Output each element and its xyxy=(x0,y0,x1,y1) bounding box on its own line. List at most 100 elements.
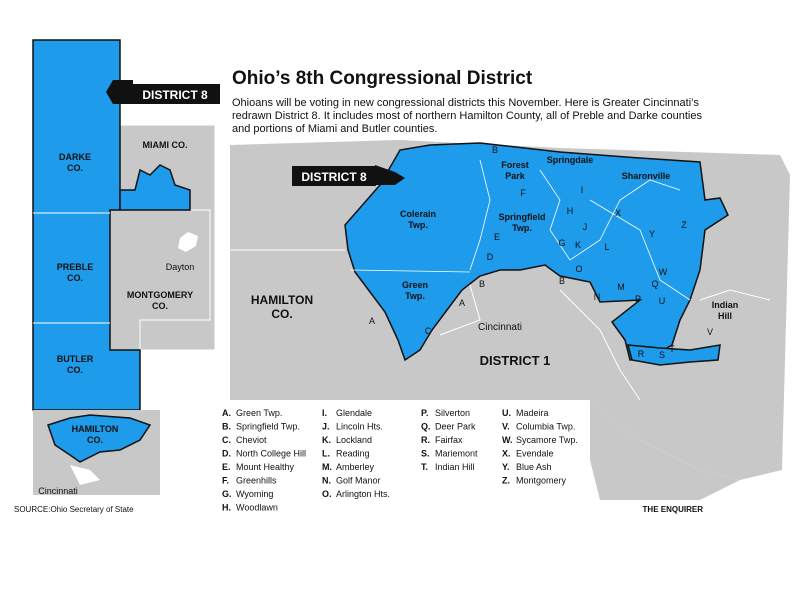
map-letter: A xyxy=(369,316,375,326)
legend-key: V. xyxy=(502,422,510,432)
map-letter: A xyxy=(459,298,465,308)
legend-name: Montgomery xyxy=(516,476,567,486)
legend-name: Green Twp. xyxy=(236,408,282,418)
map-letter: S xyxy=(659,350,665,360)
map-letter: I xyxy=(581,185,584,195)
map-letter: C xyxy=(425,326,432,336)
map-letter: X xyxy=(615,208,621,218)
legend-key: Q. xyxy=(421,422,431,432)
legend-name: Silverton xyxy=(435,408,470,418)
legend-key: Y. xyxy=(502,462,510,472)
town-label: Springdale xyxy=(547,155,594,165)
legend-name: Arlington Hts. xyxy=(336,489,390,499)
legend-key: W. xyxy=(502,435,513,445)
boundary xyxy=(539,169,681,261)
district8-hamilton xyxy=(47,414,152,463)
map-letter: T xyxy=(669,344,675,354)
map-letter: O xyxy=(575,264,582,274)
legend-key: I. xyxy=(322,408,327,418)
legend-name: Glendale xyxy=(336,408,372,418)
county-label: CO. xyxy=(67,273,83,283)
map-letter: Y xyxy=(649,229,655,239)
map-letter: L xyxy=(604,242,609,252)
map-letter: B xyxy=(479,279,485,289)
legend-name: Springfield Twp. xyxy=(236,422,300,432)
description-line: Ohioans will be voting in new congressio… xyxy=(232,97,699,109)
label-box xyxy=(292,166,376,186)
legend-name: Reading xyxy=(336,449,370,459)
legend-name: Greenhills xyxy=(236,476,277,486)
legend-key: H. xyxy=(222,503,231,513)
map-letter: K xyxy=(575,240,581,250)
legend-name: Lincoln Hts. xyxy=(336,422,383,432)
main-map: DISTRICT 8 DISTRICT 1 HAMILTON CO. Coler… xyxy=(230,140,790,500)
miami-portion xyxy=(119,164,191,211)
map-letter: M xyxy=(617,282,625,292)
map-letter: G xyxy=(558,238,565,248)
legend-name: Evendale xyxy=(516,449,554,459)
legend-key: L. xyxy=(322,449,330,459)
town-label: Twp. xyxy=(512,223,532,233)
legend: A. Green Twp. B. Springfield Twp. C. Cheviot D… xyxy=(222,408,578,513)
boundary xyxy=(589,199,691,301)
district8-area xyxy=(344,142,729,362)
legend-key: C. xyxy=(222,435,231,445)
map-letter: N xyxy=(594,292,601,302)
county-label: CO. xyxy=(67,365,83,375)
map-letter: P xyxy=(635,294,641,304)
map-letter: B xyxy=(559,276,565,286)
town-label: Green xyxy=(402,280,428,290)
map-letter: F xyxy=(520,188,526,198)
city-label: Cincinnati xyxy=(478,322,522,333)
description-line: and portions of Miami and Butler countie… xyxy=(232,123,437,135)
town-label: Colerain xyxy=(400,209,436,219)
legend-key: R. xyxy=(421,435,430,445)
credit: THE ENQUIRER xyxy=(643,505,704,514)
map-letter: D xyxy=(487,252,494,262)
legend-name: Amberley xyxy=(336,462,375,472)
legend-key: J. xyxy=(322,422,330,432)
label-box xyxy=(106,80,133,104)
legend-key: T. xyxy=(421,462,428,472)
county-label: HAMILTON xyxy=(72,424,119,434)
town-label: Twp. xyxy=(405,291,425,301)
hamilton-county xyxy=(590,400,740,500)
map-letter: H xyxy=(567,206,574,216)
legend-name: Golf Manor xyxy=(336,476,381,486)
district8-area xyxy=(626,344,721,366)
locator-map: DISTRICT 8 DARKE CO. MIAMI CO. PREBLE CO… xyxy=(32,39,220,496)
legend-key: B. xyxy=(222,422,231,432)
legend-name: Deer Park xyxy=(435,422,476,432)
legend-key: N. xyxy=(322,476,331,486)
map-letter: E xyxy=(494,232,500,242)
county-label: HAMILTON xyxy=(251,293,313,307)
legend-name: Madeira xyxy=(516,408,549,418)
city-label: Cincinnati xyxy=(38,486,78,496)
county-label: PREBLE xyxy=(57,262,94,272)
legend-name: Wyoming xyxy=(236,489,273,499)
legend-key: E. xyxy=(222,462,231,472)
legend-key: X. xyxy=(502,449,511,459)
title: Ohio’s 8th Congressional District xyxy=(232,68,533,89)
map-letter: B xyxy=(492,145,498,155)
legend-key: P. xyxy=(421,408,428,418)
boundary xyxy=(469,159,491,271)
legend-key: U. xyxy=(502,408,511,418)
legend-name: Woodlawn xyxy=(236,503,278,513)
map-letter: R xyxy=(638,349,645,359)
legend-name: Cheviot xyxy=(236,435,267,445)
map-letter: V xyxy=(707,327,713,337)
county-label: CO. xyxy=(152,301,168,311)
source: SOURCE:Ohio Secretary of State xyxy=(14,505,134,514)
legend-key: Z. xyxy=(502,476,510,486)
legend-key: A. xyxy=(222,408,231,418)
cincinnati-area xyxy=(70,465,100,485)
legend-name: Mount Healthy xyxy=(236,462,295,472)
map-letter: Z xyxy=(681,220,687,230)
town-label: Forest xyxy=(501,160,529,170)
county-label: DARKE xyxy=(59,152,91,162)
legend-name: Fairfax xyxy=(435,435,463,445)
legend-key: G. xyxy=(222,489,232,499)
